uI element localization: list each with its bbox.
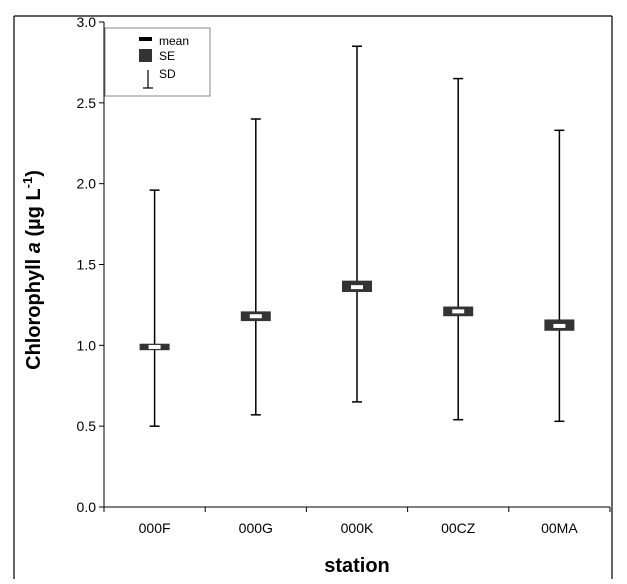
legend-label-mean: mean	[159, 34, 189, 48]
y-tick-label: 0.5	[77, 418, 97, 434]
y-axis-label-close: )	[23, 170, 45, 177]
y-tick-label: 0.0	[77, 499, 97, 515]
legend-box	[104, 27, 211, 97]
y-axis-label-main: Chlorophyll	[23, 253, 45, 370]
mean-marker	[148, 344, 161, 349]
y-axis-label-units: (µg L	[23, 188, 45, 242]
x-ticks: 000F 000G 000K 00CZ 00MA	[103, 507, 611, 536]
legend: mean SE SD	[104, 27, 211, 97]
x-tick-label: 000K	[341, 520, 374, 536]
x-tick-label: 000F	[139, 520, 171, 536]
y-axis-label-sup: -1	[20, 177, 35, 189]
legend-label-se: SE	[159, 49, 175, 63]
x-tick-label: 000G	[239, 520, 273, 536]
x-tick-label: 00MA	[541, 520, 578, 536]
y-tick-label: 2.0	[77, 176, 97, 192]
y-axis-label: Chlorophyll a (µg L-1)	[20, 170, 45, 370]
x-tick-label: 00CZ	[441, 520, 476, 536]
mean-marker	[249, 314, 262, 319]
y-tick-label: 2.5	[77, 95, 97, 111]
legend-se-swatch	[139, 49, 152, 62]
legend-label-sd: SD	[159, 67, 176, 81]
mean-marker	[553, 323, 566, 328]
y-tick-label: 3.0	[77, 14, 97, 30]
mean-marker	[452, 309, 465, 314]
mean-marker	[351, 285, 363, 290]
y-ticks: 0.0 0.5 1.0 1.5 2.0 2.5 3.0	[77, 14, 104, 515]
y-tick-label: 1.0	[77, 337, 97, 353]
plot-marks	[139, 45, 575, 427]
y-axis-label-italic: a	[23, 242, 45, 253]
y-tick-label: 1.5	[77, 257, 97, 273]
legend-mean-swatch	[139, 37, 152, 41]
x-axis-label: station	[324, 555, 390, 577]
